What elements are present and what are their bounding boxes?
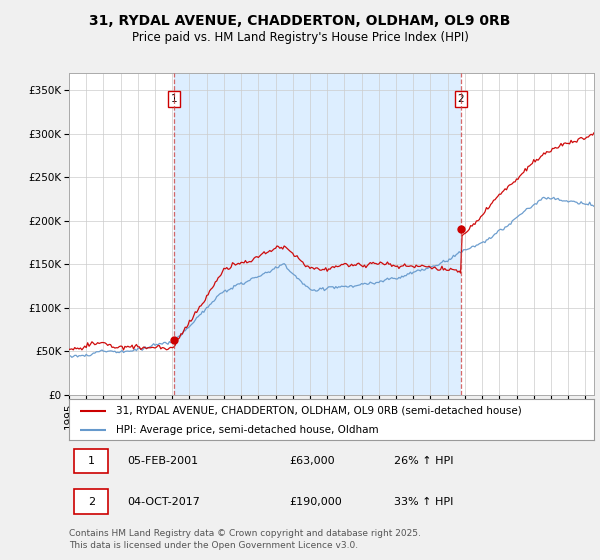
Text: 31, RYDAL AVENUE, CHADDERTON, OLDHAM, OL9 0RB: 31, RYDAL AVENUE, CHADDERTON, OLDHAM, OL… xyxy=(89,14,511,28)
Bar xyxy=(174,73,461,395)
Bar xyxy=(74,489,109,514)
Text: HPI: Average price, semi-detached house, Oldham: HPI: Average price, semi-detached house,… xyxy=(116,424,379,435)
Text: 2: 2 xyxy=(457,94,464,104)
Text: 26% ↑ HPI: 26% ↑ HPI xyxy=(395,456,454,466)
Text: £63,000: £63,000 xyxy=(290,456,335,466)
Text: Contains HM Land Registry data © Crown copyright and database right 2025.
This d: Contains HM Land Registry data © Crown c… xyxy=(69,529,421,550)
Text: £190,000: £190,000 xyxy=(290,497,342,507)
Text: 04-OCT-2017: 04-OCT-2017 xyxy=(127,497,200,507)
Text: 2: 2 xyxy=(88,497,95,507)
Text: 1: 1 xyxy=(170,94,177,104)
Text: 05-FEB-2001: 05-FEB-2001 xyxy=(127,456,198,466)
Text: 1: 1 xyxy=(88,456,95,466)
Text: 33% ↑ HPI: 33% ↑ HPI xyxy=(395,497,454,507)
Text: 31, RYDAL AVENUE, CHADDERTON, OLDHAM, OL9 0RB (semi-detached house): 31, RYDAL AVENUE, CHADDERTON, OLDHAM, OL… xyxy=(116,405,522,416)
Text: Price paid vs. HM Land Registry's House Price Index (HPI): Price paid vs. HM Land Registry's House … xyxy=(131,31,469,44)
Bar xyxy=(74,449,109,473)
